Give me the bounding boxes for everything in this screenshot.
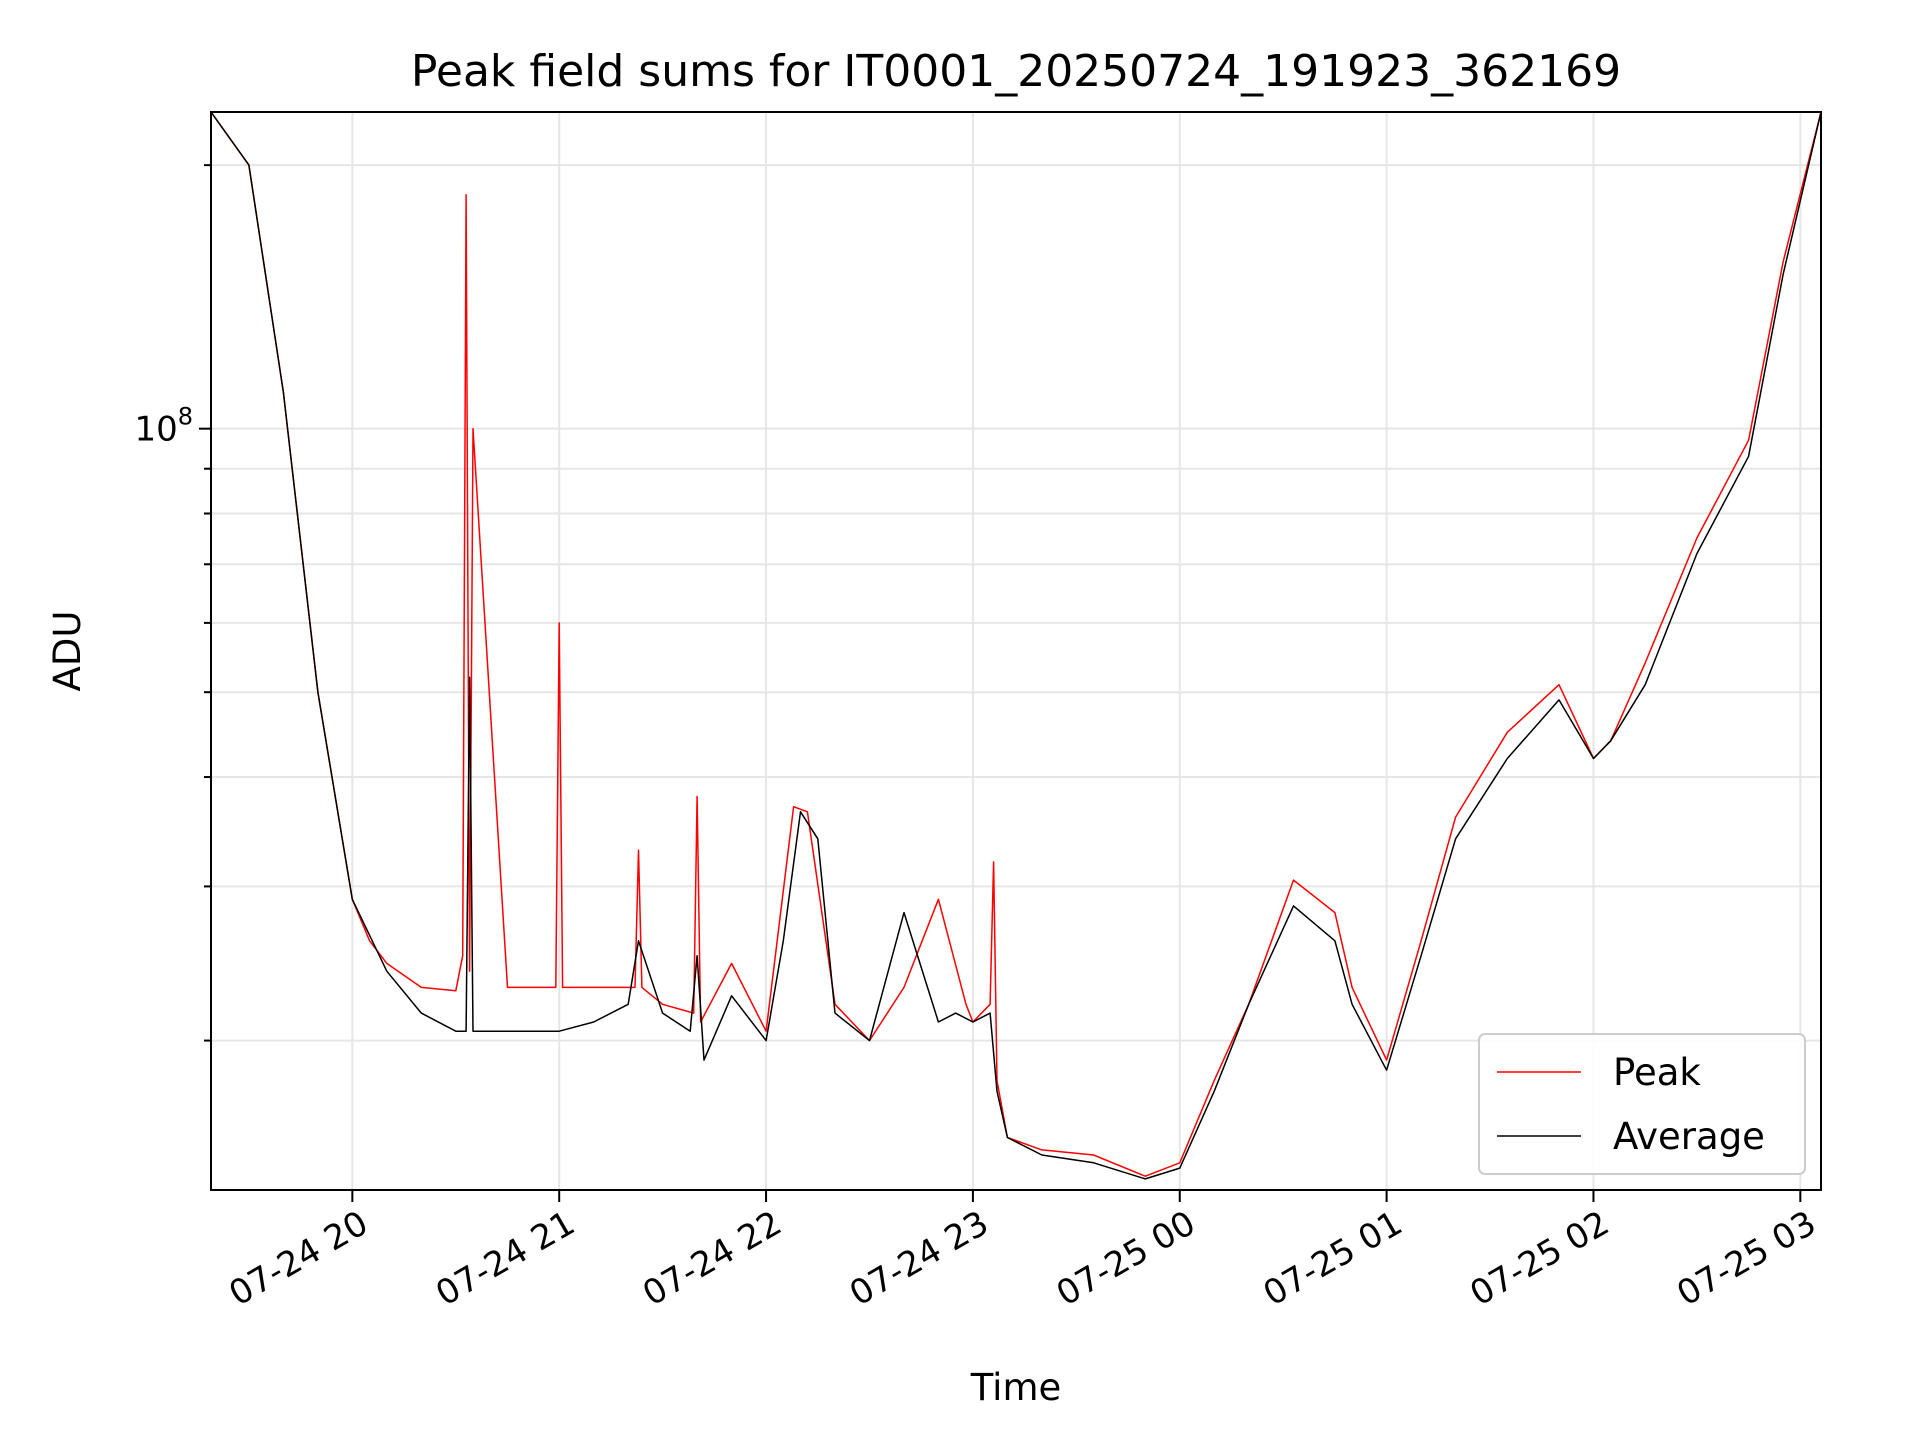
- legend-label-peak: Peak: [1613, 1051, 1701, 1094]
- x-axis-label: Time: [970, 1366, 1062, 1409]
- series-line-peak: [211, 112, 1821, 1177]
- x-tick-label: 07-25 03: [1670, 1203, 1822, 1314]
- y-tick-label: 108: [134, 403, 193, 450]
- x-tick-label: 07-24 20: [222, 1203, 374, 1314]
- grid: [211, 112, 1821, 1190]
- x-axis: 07-24 20 07-24 21 07-24 22 07-24 23 07-25 00…: [222, 1190, 1823, 1314]
- x-tick-label: 07-24 22: [636, 1203, 788, 1314]
- x-tick-label: 07-25 00: [1050, 1203, 1202, 1314]
- series-layer: [211, 112, 1821, 1180]
- chart-title: Peak field sums for IT0001_20250724_1919…: [411, 46, 1621, 97]
- legend-box: [1478, 1033, 1806, 1175]
- y-axis-label: ADU: [46, 611, 89, 692]
- x-tick-label: 07-25 01: [1257, 1203, 1409, 1314]
- plot-area: [211, 112, 1821, 1180]
- series-line-average: [211, 112, 1821, 1180]
- x-tick-label: 07-25 02: [1464, 1203, 1616, 1314]
- plot-frame: [210, 111, 1822, 1191]
- legend: Peak Average: [1478, 1033, 1806, 1175]
- x-tick-label: 07-24 21: [429, 1203, 581, 1314]
- y-axis: 108: [134, 164, 211, 1042]
- legend-label-average: Average: [1613, 1115, 1765, 1158]
- x-tick-label: 07-24 23: [843, 1203, 995, 1314]
